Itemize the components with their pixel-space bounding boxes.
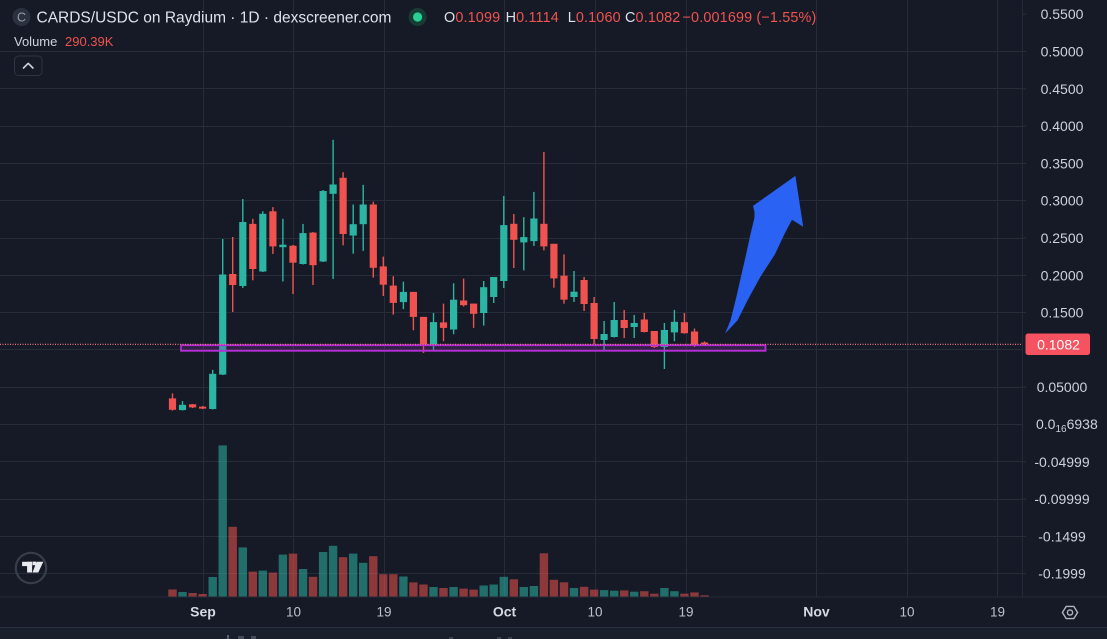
svg-text:-0.09999: -0.09999 (1034, 491, 1089, 507)
svg-text:Sep: Sep (190, 604, 216, 620)
svg-text:19: 19 (376, 605, 391, 620)
svg-text:0.3000: 0.3000 (1041, 193, 1084, 209)
svg-text:0.1082: 0.1082 (1037, 337, 1080, 353)
svg-text:O0.1099: O0.1099 (444, 10, 500, 26)
svg-text:CARDS/USDC on Raydium · 1D · d: CARDS/USDC on Raydium · 1D · dexscreener… (37, 9, 392, 26)
svg-text:0.2000: 0.2000 (1041, 267, 1084, 283)
svg-text:10: 10 (286, 605, 301, 620)
svg-text:0.5000: 0.5000 (1041, 44, 1084, 60)
svg-text:Volume: Volume (14, 34, 57, 49)
svg-text:0.1500: 0.1500 (1041, 305, 1084, 321)
svg-text:-0.1999: -0.1999 (1038, 566, 1086, 582)
svg-text:C: C (17, 11, 26, 25)
svg-text:Oct: Oct (493, 604, 517, 620)
svg-text:0.4000: 0.4000 (1041, 118, 1084, 134)
svg-text:-0.04999: -0.04999 (1034, 454, 1089, 470)
svg-text:10: 10 (899, 605, 914, 620)
svg-text:10: 10 (587, 605, 602, 620)
svg-text:C0.1082: C0.1082 (625, 10, 680, 26)
svg-text:H0.1114: H0.1114 (506, 10, 559, 26)
svg-text:0.0166938: 0.0166938 (1036, 416, 1098, 435)
svg-text:-0.1499: -0.1499 (1038, 528, 1086, 544)
svg-text:0.4500: 0.4500 (1041, 81, 1084, 97)
svg-text:19: 19 (678, 605, 693, 620)
svg-text:0.3500: 0.3500 (1041, 155, 1084, 171)
svg-text:0.2500: 0.2500 (1041, 230, 1084, 246)
svg-text:290.39K: 290.39K (65, 34, 114, 49)
svg-text:L0.1060: L0.1060 (568, 10, 621, 26)
svg-text:0.05000: 0.05000 (1037, 379, 1088, 395)
svg-text:0.5500: 0.5500 (1041, 6, 1084, 22)
svg-text:19: 19 (990, 605, 1005, 620)
svg-text:−0.001699 (−1.55%): −0.001699 (−1.55%) (683, 10, 817, 26)
svg-text:Nov: Nov (803, 604, 830, 620)
